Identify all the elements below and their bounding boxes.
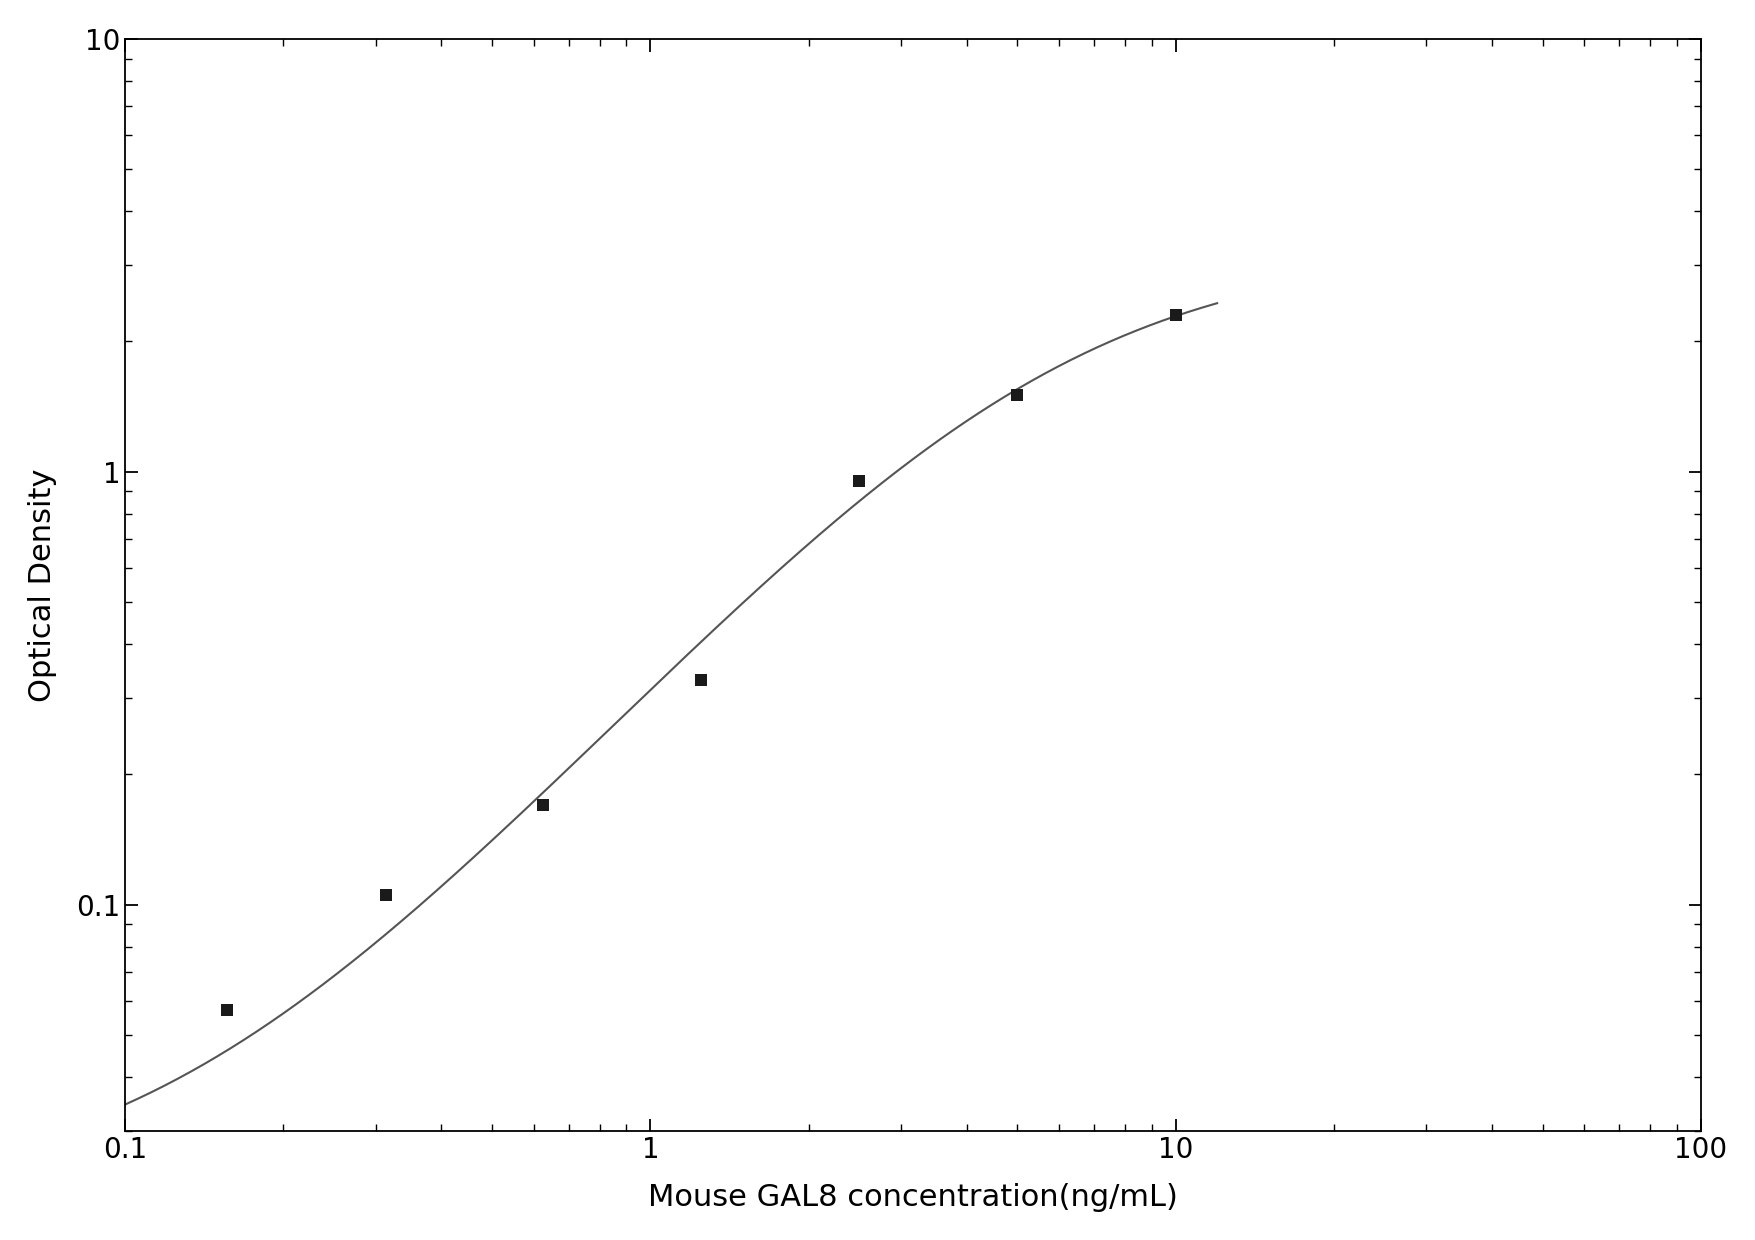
Y-axis label: Optical Density: Optical Density bbox=[28, 467, 56, 702]
Point bbox=[1004, 386, 1032, 405]
Point bbox=[530, 795, 558, 815]
Point bbox=[372, 885, 400, 905]
Point bbox=[212, 1001, 240, 1021]
Point bbox=[1162, 305, 1190, 325]
Point bbox=[846, 471, 874, 491]
X-axis label: Mouse GAL8 concentration(ng/mL): Mouse GAL8 concentration(ng/mL) bbox=[648, 1183, 1178, 1213]
Point bbox=[688, 670, 716, 689]
